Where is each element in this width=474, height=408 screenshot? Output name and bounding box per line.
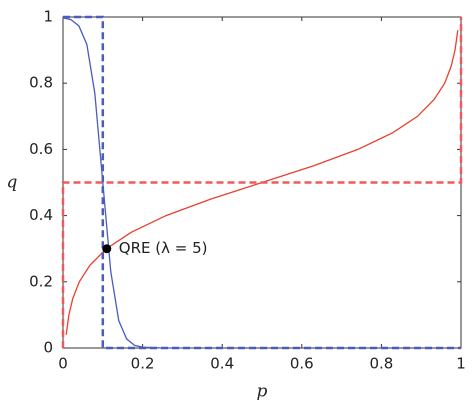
qre-point — [102, 244, 112, 254]
y-tick-label: 0.6 — [29, 140, 53, 158]
best-response-line — [61, 17, 463, 348]
x-tick-label: 0.6 — [290, 355, 314, 373]
y-tick-label: 0.2 — [29, 272, 53, 290]
x-tick-label: 1 — [456, 355, 466, 373]
x-tick-label: 0.8 — [369, 355, 393, 373]
x-tick-label: 0 — [58, 355, 68, 373]
y-axis-title: q — [7, 173, 18, 193]
x-tick-label: 0.4 — [210, 355, 234, 373]
y-tick-label: 1 — [43, 8, 53, 26]
y-tick-label: 0.8 — [29, 74, 53, 92]
y-tick-label: 0 — [43, 339, 53, 357]
qre-label: QRE (λ = 5) — [119, 239, 208, 257]
x-tick-label: 0.2 — [131, 355, 155, 373]
y-tick-label: 0.4 — [29, 206, 53, 224]
x-axis-title: p — [257, 382, 268, 402]
